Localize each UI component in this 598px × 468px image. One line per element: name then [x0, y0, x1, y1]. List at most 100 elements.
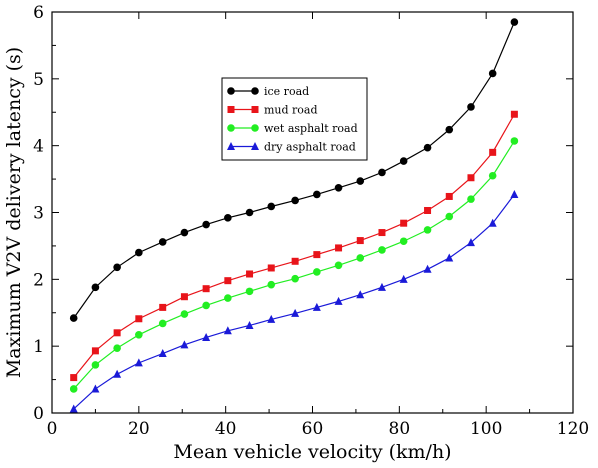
- data-point: [378, 246, 386, 254]
- data-point: [91, 361, 100, 369]
- data-point: [291, 257, 299, 265]
- data-point: [445, 253, 454, 262]
- data-point: [400, 219, 408, 227]
- data-point: [467, 195, 475, 203]
- data-point: [91, 283, 100, 292]
- data-point: [335, 244, 343, 252]
- data-point: [267, 280, 276, 289]
- data-point: [202, 301, 210, 310]
- data-point: [246, 270, 254, 278]
- data-point: [224, 277, 232, 285]
- y-tick-label: 5: [33, 70, 44, 90]
- data-point: [445, 192, 453, 200]
- legend-marker: [227, 142, 235, 150]
- data-point: [91, 384, 100, 393]
- data-point: [180, 310, 189, 318]
- data-point: [245, 287, 254, 296]
- data-point: [356, 290, 365, 299]
- data-point: [488, 171, 497, 180]
- data-point: [158, 238, 167, 246]
- legend: ice road mud road wet asphalt road dry asph…: [221, 77, 368, 161]
- data-point: [424, 206, 432, 214]
- legend-marker: [251, 106, 259, 113]
- legend-marker: [227, 124, 235, 132]
- y-tick-label: 6: [33, 3, 44, 23]
- data-point: [224, 214, 232, 222]
- legend-marker: [227, 106, 235, 113]
- data-point: [135, 331, 143, 339]
- x-tick-label: 120: [557, 419, 589, 439]
- data-point: [113, 344, 121, 352]
- data-point: [445, 212, 454, 221]
- data-point: [113, 369, 122, 378]
- y-tick-label: 4: [33, 137, 44, 157]
- data-point: [510, 189, 519, 198]
- series-ice-road: [69, 18, 519, 322]
- data-point: [313, 190, 321, 199]
- plot-frame: [51, 11, 574, 414]
- data-point: [334, 261, 343, 270]
- data-point: [356, 177, 365, 185]
- data-point: [313, 251, 321, 259]
- data-point: [488, 218, 497, 227]
- series-wet-asphalt-road: [69, 137, 519, 393]
- legend-label: wet asphalt road: [264, 122, 358, 135]
- data-point: [423, 143, 432, 152]
- data-point: [291, 308, 300, 317]
- data-point: [378, 168, 386, 177]
- data-point: [377, 282, 386, 291]
- data-point: [158, 349, 167, 358]
- data-point: [489, 148, 497, 156]
- x-tick-label: 60: [302, 419, 324, 439]
- data-point: [445, 125, 454, 134]
- data-point: [334, 183, 343, 192]
- data-point: [91, 347, 99, 355]
- data-point: [135, 315, 143, 323]
- legend-marker: [227, 87, 235, 95]
- data-point: [467, 174, 475, 182]
- x-tick-label: 0: [47, 419, 58, 439]
- data-point: [202, 285, 210, 293]
- data-point: [356, 254, 365, 262]
- data-point: [202, 220, 210, 229]
- data-point: [113, 329, 121, 337]
- data-point: [510, 137, 519, 145]
- data-point: [245, 320, 254, 329]
- data-point: [510, 18, 519, 26]
- data-point: [267, 202, 276, 211]
- legend-marker: [251, 124, 259, 132]
- x-tick-label: 100: [470, 419, 502, 439]
- data-point: [466, 238, 475, 247]
- y-tick-label: 3: [33, 204, 44, 224]
- data-point: [224, 294, 232, 302]
- x-axis-title: Mean vehicle velocity (km/h): [173, 441, 451, 463]
- data-point: [467, 103, 475, 111]
- y-tick-label: 0: [33, 404, 44, 424]
- x-tick-label: 80: [389, 419, 411, 439]
- data-point: [334, 296, 343, 305]
- y-axis-title: Maximum V2V delivery latency (s): [3, 47, 25, 378]
- data-point: [134, 358, 143, 367]
- legend-marker: [251, 87, 259, 95]
- series-layer: [69, 18, 519, 413]
- data-point: [202, 332, 211, 341]
- y-tick-label: 2: [33, 270, 44, 290]
- data-point: [267, 264, 275, 272]
- legend-marker: [251, 142, 259, 150]
- series-mud-road: [70, 110, 518, 382]
- data-point: [69, 404, 78, 413]
- data-point: [113, 263, 121, 272]
- data-point: [291, 274, 299, 283]
- legend-label: dry asphalt road: [264, 141, 356, 154]
- data-point: [356, 237, 364, 245]
- data-point: [423, 264, 432, 273]
- x-tick-label: 20: [128, 419, 150, 439]
- data-point: [223, 326, 232, 335]
- data-point: [510, 110, 518, 118]
- data-point: [488, 69, 497, 78]
- data-point: [313, 268, 321, 276]
- data-point: [180, 340, 189, 349]
- series-dry-asphalt-road: [69, 189, 519, 413]
